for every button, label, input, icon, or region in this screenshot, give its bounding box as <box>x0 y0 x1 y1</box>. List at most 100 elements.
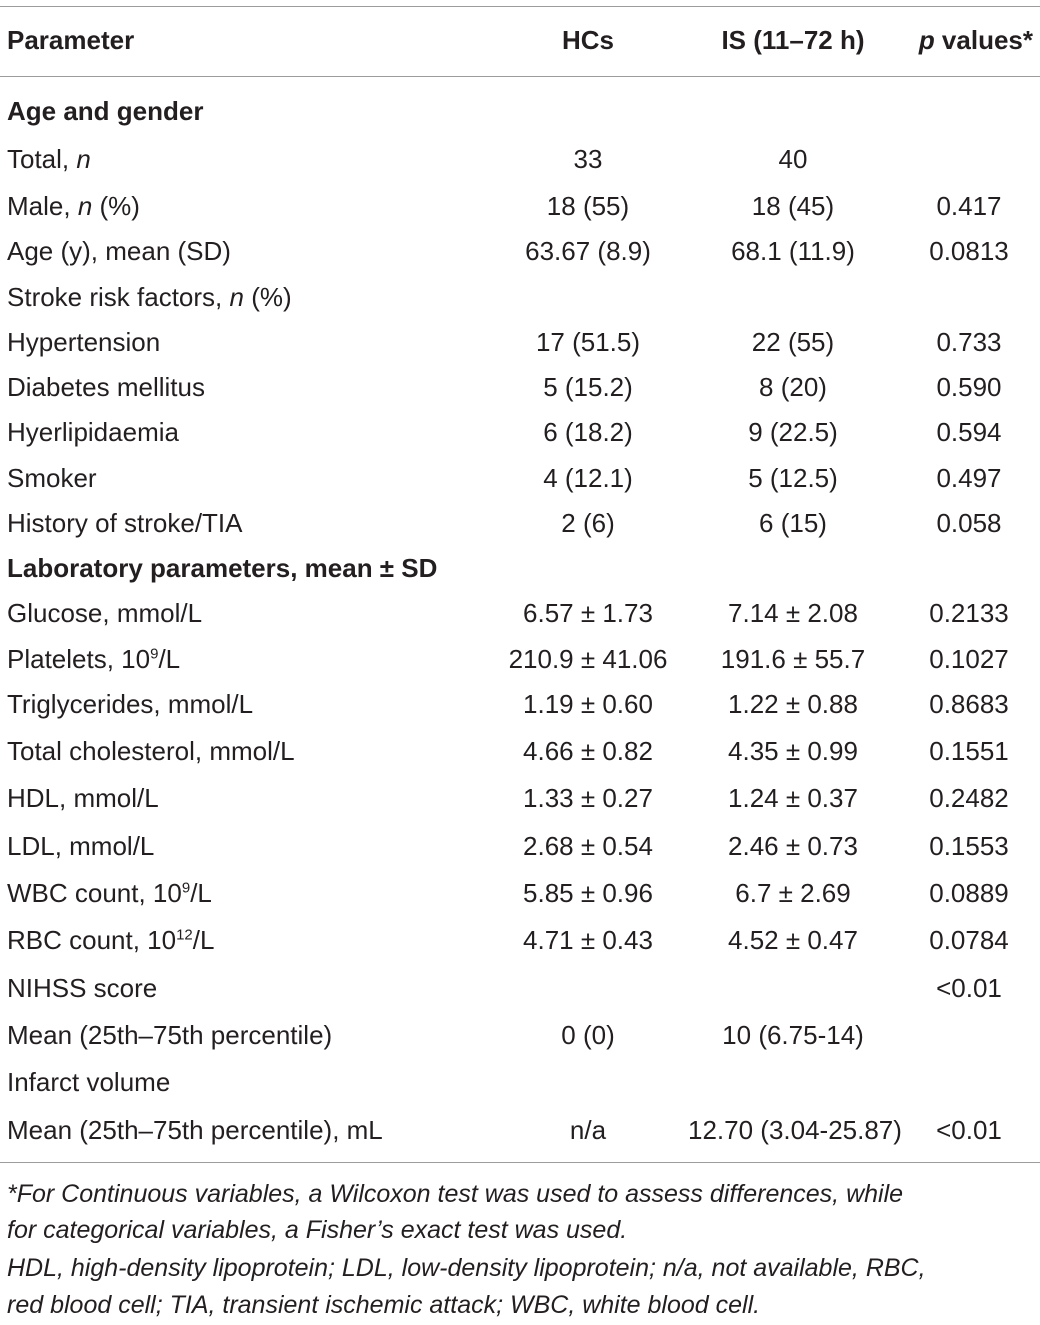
cell-hcs: 6.57 ± 1.73 <box>523 598 653 628</box>
cell-is: 22 (55) <box>751 327 835 357</box>
row-label: Glucose, mmol/L <box>7 598 203 628</box>
cell-is: 8 (20) <box>759 372 827 402</box>
cell-is: 4.52 ± 0.47 <box>728 925 858 955</box>
footnote-line: HDL, high-density lipoprotein; LDL, low-… <box>7 1254 926 1282</box>
section-row: Laboratory parameters, mean ± SD <box>0 546 1040 591</box>
table-row: WBC count, 109/L 5.85 ± 0.96 6.7 ± 2.69 … <box>0 871 1040 916</box>
table-row: Smoker 4 (12.1) 5 (12.5) 0.497 <box>0 456 1040 501</box>
table-row: NIHSS score <0.01 <box>0 966 1040 1011</box>
row-label: Smoker <box>7 463 97 493</box>
row-label: Mean (25th–75th percentile) <box>7 1020 333 1050</box>
row-label: Platelets, 109/L <box>7 644 181 674</box>
table-row: RBC count, 1012/L 4.71 ± 0.43 4.52 ± 0.4… <box>0 918 1040 963</box>
row-label: HDL, mmol/L <box>7 783 159 813</box>
cell-is: 5 (12.5) <box>748 463 838 493</box>
cell-is: 9 (22.5) <box>748 417 838 447</box>
row-label: NIHSS score <box>7 973 158 1003</box>
cell-p: 0.0813 <box>929 236 1009 266</box>
cell-is: 10 (6.75-14) <box>722 1020 864 1050</box>
cell-p: 0.1553 <box>929 831 1009 861</box>
cell-is: 7.14 ± 2.08 <box>728 598 858 628</box>
table-row: HDL, mmol/L 1.33 ± 0.27 1.24 ± 0.37 0.24… <box>0 776 1040 821</box>
cell-hcs: n/a <box>569 1115 607 1145</box>
cell-hcs: 5.85 ± 0.96 <box>523 878 653 908</box>
cell-hcs: 18 (55) <box>546 191 630 221</box>
cell-hcs: 33 <box>573 144 603 174</box>
table-row: Hyerlipidaemia 6 (18.2) 9 (22.5) 0.594 <box>0 410 1040 455</box>
cell-p: 0.1551 <box>929 736 1009 766</box>
table-row: Mean (25th–75th percentile), mL n/a 12.7… <box>0 1108 1040 1153</box>
table-header: Parameter HCs IS (11–72 h) p values* <box>0 18 1040 63</box>
cell-p: <0.01 <box>936 973 1002 1003</box>
cell-p: <0.01 <box>936 1115 1002 1145</box>
footnote-line: for categorical variables, a Fisher’s ex… <box>7 1216 628 1244</box>
row-label: Male, n (%) <box>7 191 140 221</box>
cell-is <box>688 966 898 1011</box>
cell-hcs: 4 (12.1) <box>543 463 633 493</box>
table-row: Total, n 33 40 <box>0 137 1040 182</box>
row-label: Total, n <box>7 144 91 174</box>
header-rule <box>0 76 1040 77</box>
row-label: Stroke risk factors, n (%) <box>7 282 292 312</box>
table-row: Mean (25th–75th percentile) 0 (0) 10 (6.… <box>0 1013 1040 1058</box>
cell-hcs: 0 (0) <box>561 1020 615 1050</box>
cell-p: 0.058 <box>936 508 1002 538</box>
cell-p: 0.594 <box>936 417 1002 447</box>
cell-hcs: 4.66 ± 0.82 <box>523 736 653 766</box>
header-parameter: Parameter <box>7 25 135 55</box>
cell-hcs: 17 (51.5) <box>535 327 641 357</box>
cell-p: 0.0784 <box>929 925 1009 955</box>
cell-hcs: 63.67 (8.9) <box>525 236 651 266</box>
table-row: Platelets, 109/L 210.9 ± 41.06 191.6 ± 5… <box>0 637 1040 682</box>
cell-hcs: 2 (6) <box>561 508 615 538</box>
cell-p: 0.8683 <box>929 689 1009 719</box>
cell-hcs <box>488 966 688 1011</box>
header-p-rest: values* <box>934 25 1033 55</box>
cell-is: 18 (45) <box>751 191 835 221</box>
section-title: Laboratory parameters, mean ± SD <box>7 553 438 583</box>
table-row: Glucose, mmol/L 6.57 ± 1.73 7.14 ± 2.08 … <box>0 591 1040 636</box>
header-p-values: p values* <box>898 18 1033 63</box>
cell-hcs: 2.68 ± 0.54 <box>523 831 653 861</box>
bottom-rule <box>0 1162 1040 1163</box>
footnote-line: red blood cell; TIA, transient ischemic … <box>7 1291 761 1319</box>
header-hcs: HCs <box>561 25 614 55</box>
table-row: Total cholesterol, mmol/L 4.66 ± 0.82 4.… <box>0 729 1040 774</box>
cell-is: 1.24 ± 0.37 <box>728 783 858 813</box>
top-rule <box>0 6 1040 7</box>
cell-p: 0.417 <box>936 191 1002 221</box>
row-label: Total cholesterol, mmol/L <box>7 736 295 766</box>
table-row: LDL, mmol/L 2.68 ± 0.54 2.46 ± 0.73 0.15… <box>0 824 1040 869</box>
row-label: Diabetes mellitus <box>7 372 205 402</box>
table-row: Triglycerides, mmol/L 1.19 ± 0.60 1.22 ±… <box>0 682 1040 727</box>
row-label: Hypertension <box>7 327 161 357</box>
row-label: Infarct volume <box>7 1067 171 1097</box>
header-is: IS (11–72 h) <box>721 25 865 55</box>
cell-is: 1.22 ± 0.88 <box>728 689 858 719</box>
table-row: Hypertension 17 (51.5) 22 (55) 0.733 <box>0 320 1040 365</box>
cell-is: 12.70 (3.04-25.87) <box>688 1115 902 1145</box>
cell-p: 0.1027 <box>929 644 1009 674</box>
table-row: Age (y), mean (SD) 63.67 (8.9) 68.1 (11.… <box>0 229 1040 274</box>
cell-p: 0.0889 <box>929 878 1009 908</box>
header-p-italic: p <box>918 25 935 55</box>
cell-is: 6 (15) <box>759 508 827 538</box>
cell-p: 0.2133 <box>929 598 1009 628</box>
row-label: Triglycerides, mmol/L <box>7 689 254 719</box>
row-label: LDL, mmol/L <box>7 831 155 861</box>
cell-is: 4.35 ± 0.99 <box>728 736 858 766</box>
cell-p: 0.590 <box>936 372 1002 402</box>
row-label: Hyerlipidaemia <box>7 417 179 447</box>
cell-hcs: 1.19 ± 0.60 <box>523 689 653 719</box>
table-row: History of stroke/TIA 2 (6) 6 (15) 0.058 <box>0 501 1040 546</box>
cell-p <box>898 137 1040 182</box>
table-row: Stroke risk factors, n (%) <box>0 275 1040 320</box>
row-label: History of stroke/TIA <box>7 508 243 538</box>
section-title: Age and gender <box>7 96 204 126</box>
cell-is: 2.46 ± 0.73 <box>728 831 858 861</box>
table-row: Diabetes mellitus 5 (15.2) 8 (20) 0.590 <box>0 365 1040 410</box>
row-label: Mean (25th–75th percentile), mL <box>7 1115 383 1145</box>
cell-p <box>898 1013 1040 1058</box>
cell-is: 6.7 ± 2.69 <box>735 878 851 908</box>
